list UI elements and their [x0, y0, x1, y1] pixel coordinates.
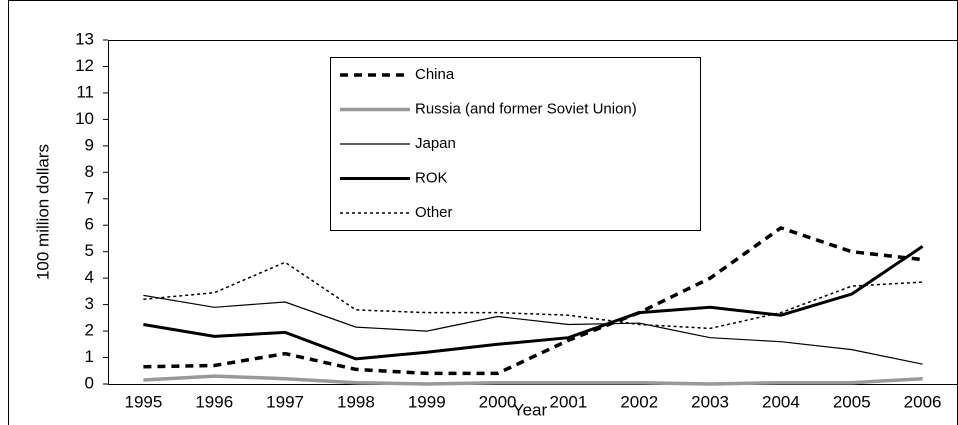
x-tick-label: 1998 [337, 392, 375, 411]
y-axis-label: 100 million dollars [33, 144, 52, 280]
x-tick-label: 1996 [195, 392, 233, 411]
y-tick-label: 0 [85, 373, 94, 392]
x-tick-label: 2002 [620, 392, 658, 411]
x-tick-label: 2000 [479, 392, 517, 411]
legend-label: Japan [415, 135, 456, 152]
legend-label: Other [415, 204, 453, 221]
x-tick-label: 1995 [125, 392, 163, 411]
y-tick-label: 9 [85, 135, 94, 154]
y-tick-label: 8 [85, 162, 94, 181]
y-tick-label: 2 [85, 321, 94, 340]
y-tick-label: 4 [85, 268, 94, 287]
legend-label: Russia (and former Soviet Union) [415, 100, 637, 117]
y-tick-label: 11 [76, 82, 94, 101]
y-tick-label: 13 [75, 29, 94, 48]
legend-label: ROK [415, 169, 448, 186]
series-line [143, 294, 923, 365]
x-tick-label: 2004 [762, 392, 800, 411]
x-tick-label: 2001 [550, 392, 588, 411]
x-tick-label: 2006 [904, 392, 942, 411]
x-axis-label: Year [513, 400, 548, 419]
x-tick-label: 2003 [691, 392, 729, 411]
series-line [143, 374, 923, 386]
series-line [143, 261, 923, 330]
y-tick-label: 1 [85, 347, 94, 366]
y-tick-label: 6 [85, 215, 94, 234]
y-tick-label: 5 [85, 241, 94, 260]
y-tick-label: 10 [75, 109, 94, 128]
y-tick-label: 12 [75, 56, 94, 75]
x-tick-label: 1997 [266, 392, 304, 411]
x-tick-label: 1999 [408, 392, 446, 411]
series-line [143, 225, 923, 376]
y-tick-label: 3 [85, 294, 94, 313]
legend-label: China [415, 66, 455, 83]
y-tick-label: 7 [85, 188, 94, 207]
x-tick-label: 2005 [833, 392, 871, 411]
series-line [143, 245, 924, 361]
